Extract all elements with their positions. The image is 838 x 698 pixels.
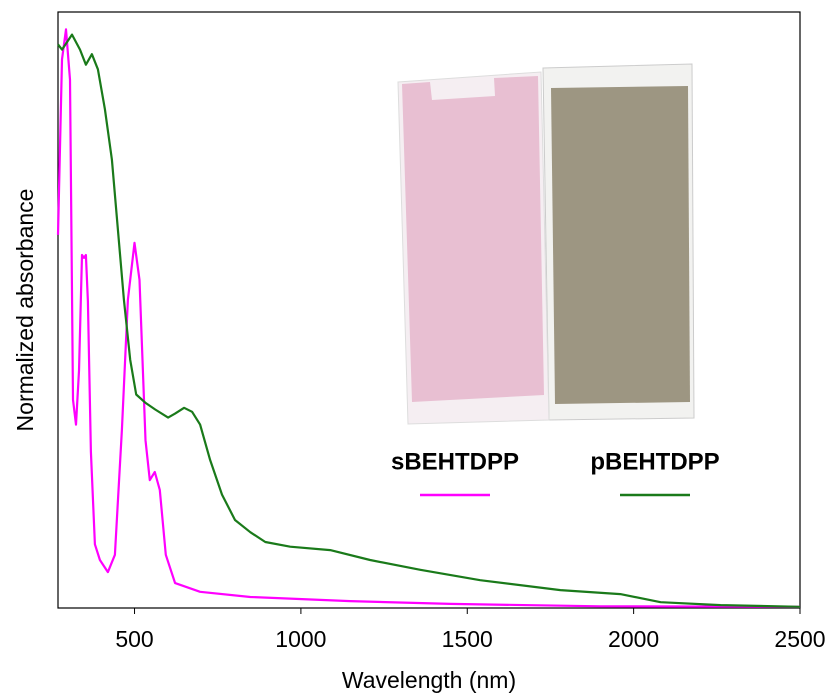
x-tick-label: 500 — [115, 626, 153, 652]
plot-frame — [57, 11, 801, 609]
x-tick-label: 1000 — [275, 626, 326, 652]
x-tick-label: 2500 — [774, 626, 825, 652]
inset-photo — [397, 63, 695, 425]
legend-label: sBEHTDPP — [391, 448, 519, 475]
y-axis-label: Normalized absorbance — [12, 189, 38, 432]
s-slide — [402, 76, 544, 402]
x-axis-label: Wavelength (nm) — [342, 667, 516, 693]
x-tick-label: 1500 — [442, 626, 493, 652]
p-slide — [551, 86, 690, 404]
legend-label: pBEHTDPP — [590, 448, 719, 475]
series-line — [57, 33, 801, 608]
series-line — [56, 28, 801, 608]
x-tick-label: 2000 — [608, 626, 659, 652]
